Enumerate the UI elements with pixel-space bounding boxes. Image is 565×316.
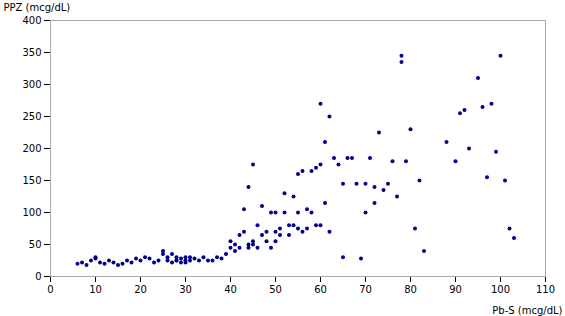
- svg-text:50: 50: [29, 239, 42, 250]
- svg-text:0: 0: [35, 271, 41, 282]
- svg-text:300: 300: [22, 79, 41, 90]
- svg-text:80: 80: [404, 284, 417, 295]
- svg-text:PPZ (mcg/dL): PPZ (mcg/dL): [4, 2, 71, 13]
- svg-text:100: 100: [491, 284, 510, 295]
- svg-text:70: 70: [359, 284, 372, 295]
- svg-text:Pb-S (mcg/dL): Pb-S (mcg/dL): [492, 305, 562, 316]
- svg-text:100: 100: [22, 207, 41, 218]
- svg-text:110: 110: [536, 284, 555, 295]
- svg-text:60: 60: [314, 284, 327, 295]
- svg-text:40: 40: [224, 284, 237, 295]
- svg-text:20: 20: [134, 284, 147, 295]
- svg-text:250: 250: [22, 111, 41, 122]
- svg-text:30: 30: [179, 284, 192, 295]
- svg-text:200: 200: [22, 143, 41, 154]
- svg-text:150: 150: [22, 175, 41, 186]
- svg-text:350: 350: [22, 47, 41, 58]
- svg-text:90: 90: [449, 284, 462, 295]
- svg-text:10: 10: [89, 284, 102, 295]
- svg-text:50: 50: [269, 284, 282, 295]
- svg-text:400: 400: [22, 15, 41, 26]
- svg-text:0: 0: [47, 284, 53, 295]
